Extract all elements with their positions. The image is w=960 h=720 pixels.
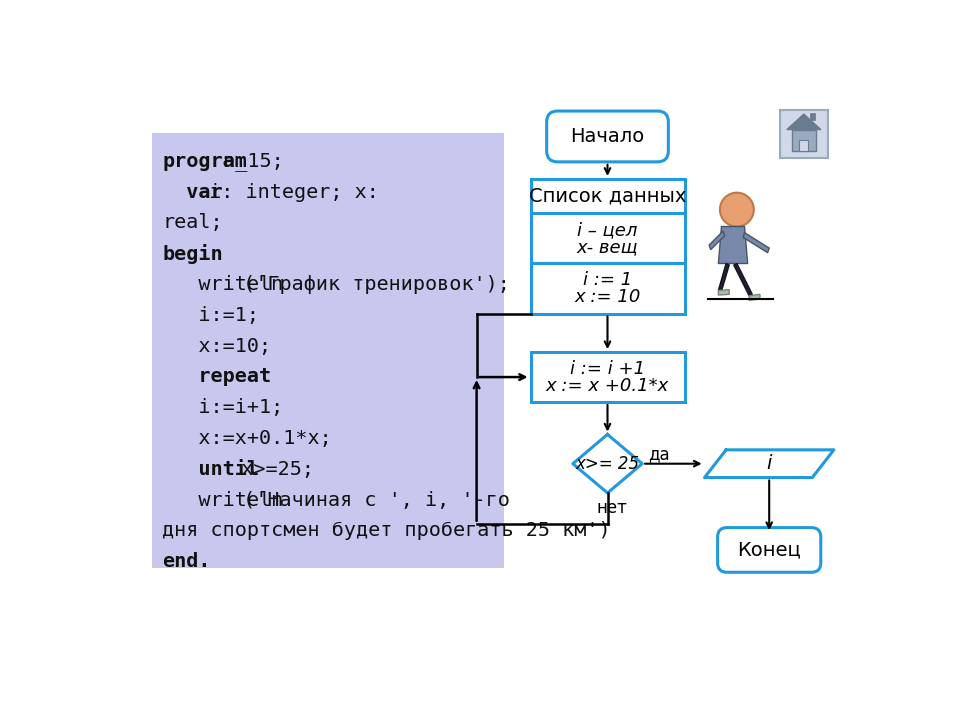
Polygon shape — [733, 264, 753, 296]
Text: x := 10: x := 10 — [574, 288, 640, 306]
Text: i := i +1: i := i +1 — [570, 359, 645, 377]
Bar — [800, 140, 808, 151]
Text: i: integer; x:: i: integer; x: — [197, 183, 378, 202]
Bar — [531, 264, 684, 313]
Text: program: program — [162, 152, 248, 171]
Text: x := x +0.1*x: x := x +0.1*x — [546, 377, 669, 395]
Text: да: да — [648, 446, 670, 464]
Text: x>=25;: x>=25; — [217, 460, 314, 479]
Bar — [531, 213, 684, 264]
Bar — [531, 179, 684, 213]
Text: until: until — [162, 460, 259, 479]
Text: нет: нет — [597, 499, 628, 517]
Text: x:=10;: x:=10; — [162, 337, 272, 356]
Text: x- вещ: x- вещ — [577, 238, 638, 256]
Bar — [810, 112, 815, 120]
Text: repeat: repeat — [162, 367, 272, 387]
Text: Конец: Конец — [737, 541, 801, 559]
Text: writeln: writeln — [162, 275, 284, 294]
Text: var: var — [162, 183, 223, 202]
Polygon shape — [709, 231, 725, 250]
FancyBboxPatch shape — [718, 528, 821, 572]
FancyBboxPatch shape — [546, 111, 668, 162]
Polygon shape — [792, 130, 816, 151]
Text: i – цел: i – цел — [577, 221, 637, 239]
Text: Список данных: Список данных — [529, 186, 686, 206]
Text: i:=1;: i:=1; — [162, 306, 259, 325]
Text: writeln: writeln — [162, 490, 284, 510]
Text: i:=i+1;: i:=i+1; — [162, 398, 284, 418]
Text: n_15;: n_15; — [210, 152, 283, 171]
Text: ('Начиная с ', i, '-го: ('Начиная с ', i, '-го — [231, 490, 510, 510]
Circle shape — [720, 193, 754, 227]
Polygon shape — [787, 114, 821, 130]
Text: x:=x+0.1*x;: x:=x+0.1*x; — [162, 429, 332, 448]
Polygon shape — [743, 233, 769, 253]
Text: begin: begin — [162, 244, 223, 264]
FancyBboxPatch shape — [780, 110, 828, 158]
Polygon shape — [705, 450, 834, 477]
Polygon shape — [718, 227, 748, 264]
FancyBboxPatch shape — [152, 132, 504, 567]
Text: ('График тренировок');: ('График тренировок'); — [231, 275, 510, 294]
Text: end.: end. — [162, 552, 211, 571]
Polygon shape — [718, 264, 730, 291]
Text: Начало: Начало — [570, 127, 644, 146]
Text: x>= 25: x>= 25 — [575, 455, 639, 473]
Text: real;: real; — [162, 213, 223, 233]
Text: i: i — [766, 454, 772, 473]
Polygon shape — [718, 289, 730, 295]
Bar — [531, 352, 684, 402]
Text: дня спортсмен будет пробегать 25 км'): дня спортсмен будет пробегать 25 км') — [162, 521, 612, 541]
Text: i := 1: i := 1 — [583, 271, 632, 289]
Polygon shape — [749, 294, 760, 300]
Polygon shape — [573, 434, 642, 493]
